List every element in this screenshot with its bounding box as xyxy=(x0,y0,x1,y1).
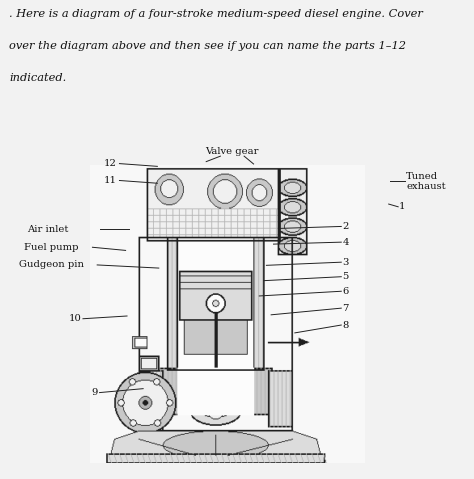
Text: 11: 11 xyxy=(104,176,117,185)
Text: 10: 10 xyxy=(69,314,82,323)
Text: 6: 6 xyxy=(342,287,348,296)
Text: Air inlet: Air inlet xyxy=(27,225,69,234)
Text: indicated.: indicated. xyxy=(9,73,67,83)
Text: 9: 9 xyxy=(92,388,98,397)
Text: 1: 1 xyxy=(399,202,406,211)
Text: Gudgeon pin: Gudgeon pin xyxy=(19,261,84,269)
Text: Tuned
exhaust: Tuned exhaust xyxy=(406,171,446,191)
Text: 8: 8 xyxy=(342,320,348,330)
Text: 3: 3 xyxy=(342,258,348,267)
Text: 5: 5 xyxy=(342,272,348,281)
Text: Valve gear: Valve gear xyxy=(206,147,259,156)
Text: 4: 4 xyxy=(342,238,349,247)
Text: over the diagram above and then see if you can name the parts 1–12: over the diagram above and then see if y… xyxy=(9,41,406,51)
Text: 12: 12 xyxy=(104,159,117,168)
Text: Fuel pump: Fuel pump xyxy=(24,243,78,252)
Text: . Here is a diagram of a four-stroke medium-speed diesel engine. Cover: . Here is a diagram of a four-stroke med… xyxy=(9,10,423,19)
Text: 7: 7 xyxy=(342,304,348,313)
Text: 2: 2 xyxy=(342,222,348,231)
